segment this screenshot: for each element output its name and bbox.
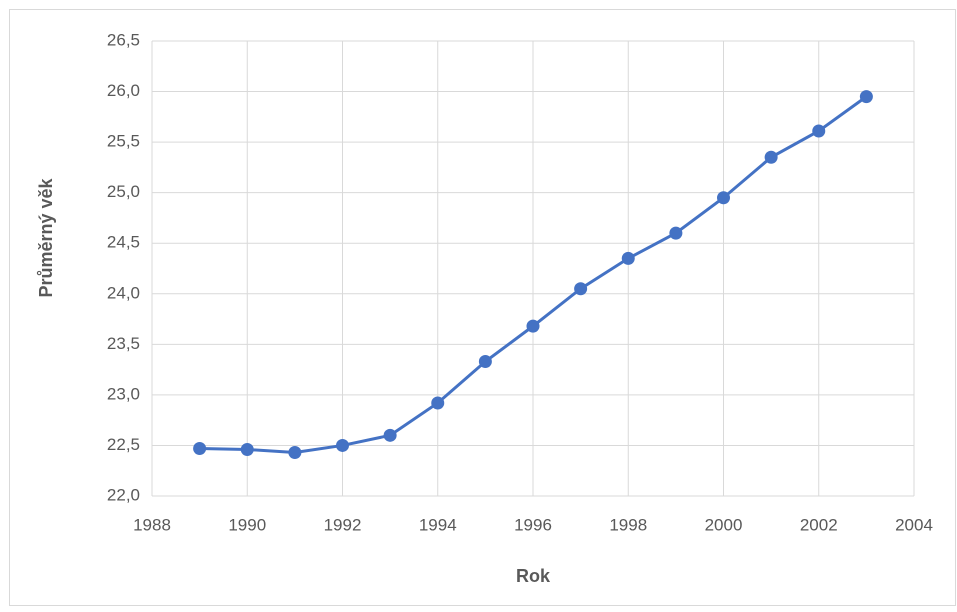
x-tick-label: 1988 bbox=[133, 515, 171, 534]
x-tick-label: 2000 bbox=[705, 515, 743, 534]
data-point bbox=[526, 319, 540, 333]
data-point bbox=[240, 442, 254, 456]
data-point bbox=[336, 438, 349, 452]
y-tick-label: 26,0 bbox=[107, 81, 140, 100]
x-tick-label: 1992 bbox=[324, 515, 362, 534]
y-tick-label: 24,0 bbox=[107, 283, 140, 302]
x-axis-title: Rok bbox=[516, 566, 551, 586]
x-tick-label: 1998 bbox=[609, 515, 647, 534]
data-point bbox=[383, 428, 397, 442]
data-point bbox=[859, 90, 873, 104]
y-tick-label: 26,5 bbox=[107, 30, 140, 49]
y-tick-label: 22,5 bbox=[107, 435, 140, 454]
x-tick-label: 1996 bbox=[514, 515, 552, 534]
y-tick-label: 23,5 bbox=[107, 334, 140, 353]
data-point bbox=[431, 396, 445, 410]
data-point bbox=[288, 446, 302, 460]
x-tick-label: 2004 bbox=[895, 515, 933, 534]
chart-border bbox=[9, 9, 956, 606]
x-tick-label: 1994 bbox=[419, 515, 457, 534]
y-tick-label: 25,5 bbox=[107, 132, 140, 151]
data-point bbox=[478, 355, 492, 369]
data-point bbox=[764, 150, 778, 164]
data-point bbox=[717, 191, 730, 205]
data-point bbox=[574, 282, 588, 296]
y-tick-label: 24,5 bbox=[107, 233, 140, 252]
data-point bbox=[621, 251, 635, 265]
y-axis-title: Průměrný věk bbox=[36, 177, 56, 297]
y-tick-label: 23,0 bbox=[107, 384, 140, 403]
y-tick-label: 25,0 bbox=[107, 182, 140, 201]
y-tick-label: 22,0 bbox=[107, 485, 140, 504]
x-tick-label: 2002 bbox=[800, 515, 838, 534]
data-point bbox=[669, 226, 683, 240]
data-point bbox=[812, 124, 826, 138]
x-tick-label: 1990 bbox=[228, 515, 266, 534]
data-point bbox=[193, 441, 207, 455]
